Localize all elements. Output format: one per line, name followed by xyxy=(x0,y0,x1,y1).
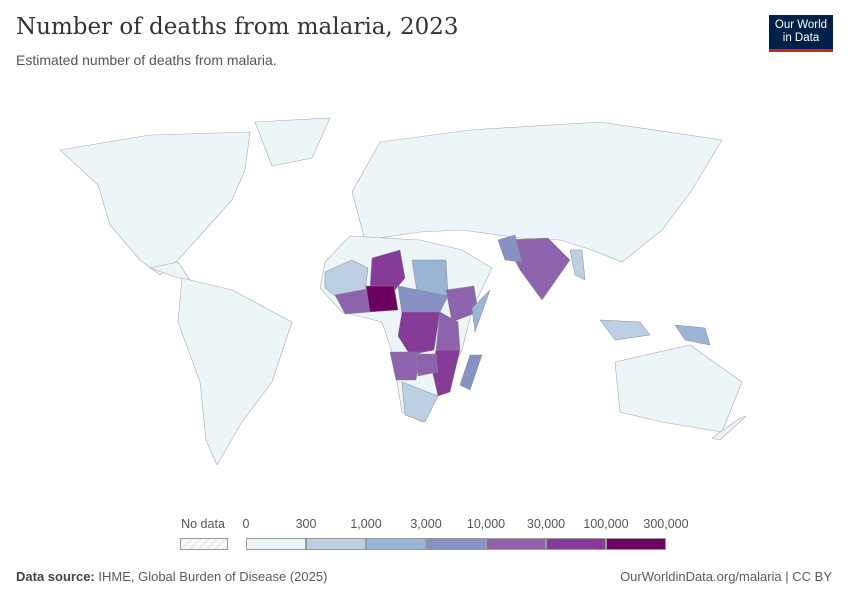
legend-swatch[interactable] xyxy=(246,538,306,550)
chart-title: Number of deaths from malaria, 2023 xyxy=(16,14,459,40)
legend-tick-label: 30,000 xyxy=(526,517,566,531)
region-png[interactable] xyxy=(674,324,711,346)
legend-swatch[interactable] xyxy=(306,538,366,550)
legend-tick-label: 100,000 xyxy=(583,517,629,531)
legend-tick-label: 1,000 xyxy=(350,517,382,531)
world-map[interactable] xyxy=(0,100,850,500)
legend-swatch[interactable] xyxy=(486,538,546,550)
region-north-america[interactable] xyxy=(59,131,251,276)
legend-tick-label: 3,000 xyxy=(410,517,442,531)
logo-line1: Our World xyxy=(774,19,828,31)
region-madagascar[interactable] xyxy=(459,354,483,391)
region-zambia[interactable] xyxy=(415,353,439,377)
legend-swatch[interactable] xyxy=(606,538,666,550)
region-angola[interactable] xyxy=(389,351,421,381)
region-india[interactable] xyxy=(504,237,571,301)
legend-tick-label: 0 xyxy=(242,517,250,531)
region-eurasia[interactable] xyxy=(351,121,723,263)
legend-no-data-swatch[interactable] xyxy=(180,538,228,550)
legend-swatch[interactable] xyxy=(366,538,426,550)
region-niger-chad[interactable] xyxy=(369,249,406,291)
legend-swatch[interactable] xyxy=(426,538,486,550)
region-somalia[interactable] xyxy=(471,289,491,333)
footer-link[interactable]: OurWorldinData.org/malaria | CC BY xyxy=(620,569,832,584)
region-drc[interactable] xyxy=(397,311,441,356)
owid-logo[interactable]: Our World in Data xyxy=(769,15,833,52)
legend-swatch[interactable] xyxy=(546,538,606,550)
legend-tick-label: 10,000 xyxy=(466,517,506,531)
region-new-zealand[interactable] xyxy=(711,415,747,441)
source-text: IHME, Global Burden of Disease (2025) xyxy=(98,569,328,584)
region-south-africa[interactable] xyxy=(401,381,439,423)
region-pakistan[interactable] xyxy=(497,234,523,263)
region-south-america[interactable] xyxy=(177,277,293,466)
region-australia[interactable] xyxy=(614,344,743,433)
region-greenland[interactable] xyxy=(254,117,331,167)
source-label: Data source: xyxy=(16,569,95,584)
legend-tick-label: 300 xyxy=(295,517,317,531)
region-nigeria[interactable] xyxy=(365,285,399,313)
legend-no-data-label: No data xyxy=(181,517,225,531)
region-indonesia[interactable] xyxy=(599,319,651,341)
legend-tick-label: 300,000 xyxy=(643,517,689,531)
region-myanmar[interactable] xyxy=(569,249,586,281)
logo-line2: in Data xyxy=(782,32,820,44)
chart-subtitle: Estimated number of deaths from malaria. xyxy=(16,52,277,68)
data-source: Data source: IHME, Global Burden of Dise… xyxy=(16,569,327,584)
